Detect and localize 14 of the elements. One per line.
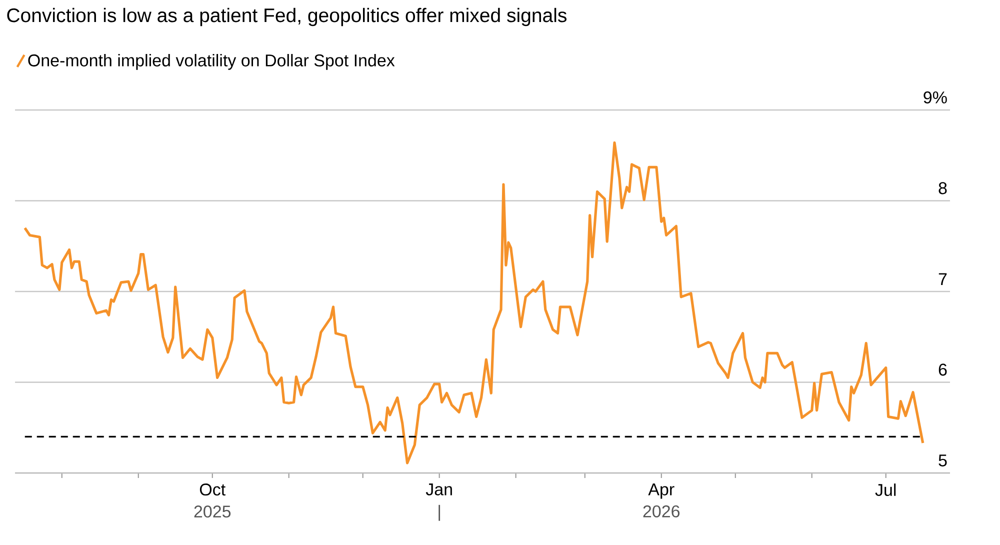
chart-title: Conviction is low as a patient Fed, geopolitics offer mixed signals <box>7 8 566 26</box>
x-tick-label: Jul <box>875 484 896 496</box>
text: 2025 <box>194 506 231 518</box>
y-tick-label: 7 <box>938 273 947 285</box>
y-tick-label: 6 <box>938 364 947 376</box>
y-tick-label: 9% <box>924 91 947 104</box>
x-tick-label: Jan <box>426 484 452 496</box>
legend-label: One-month implied volatility on Dollar Spot Index <box>28 54 395 70</box>
x-tick-label: Apr <box>648 484 674 499</box>
y-tick-label: 5 <box>938 454 947 466</box>
text: 2026 <box>643 505 680 518</box>
y-tick-label: 8 <box>938 182 947 194</box>
text: | <box>438 504 440 521</box>
x-tick-label: Oct <box>200 484 226 496</box>
